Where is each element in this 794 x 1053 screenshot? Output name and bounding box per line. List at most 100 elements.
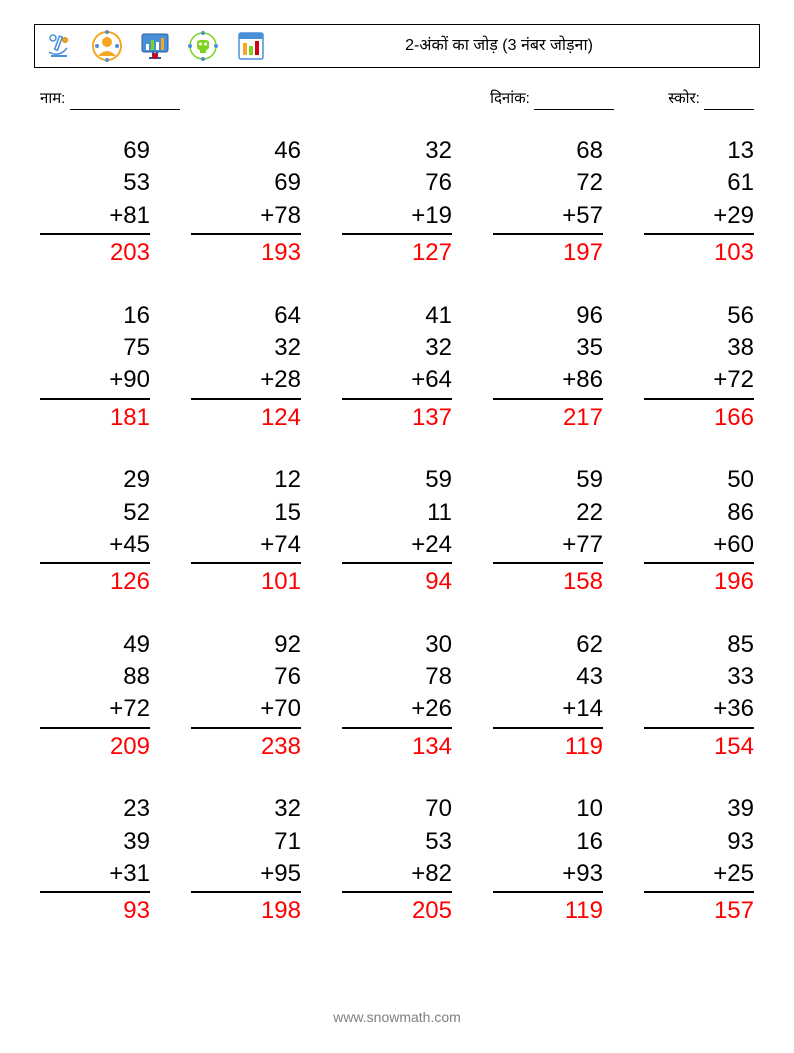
addend-1: 12 [274,466,301,493]
addend-2: 11 [427,499,452,526]
addend-1: 49 [123,631,150,658]
header-icons [43,30,267,62]
name-label: नाम: [40,90,65,107]
addend-2: 43 [576,663,603,690]
addend-2: 93 [727,828,754,855]
answer: 154 [644,731,754,763]
addition-problem: 1215+74101 [191,464,301,599]
date-label: दिनांक: [490,90,530,107]
report-icon [235,30,267,62]
addend-1: 59 [576,466,603,493]
name-field: नाम: [40,90,180,110]
addition-problem: 3276+19127 [342,135,452,270]
addend-3-with-operator: +29 [644,200,754,235]
addition-problem: 7053+82205 [342,793,452,928]
addend-1: 59 [425,466,452,493]
addend-2: 71 [274,828,301,855]
addend-2: 61 [727,169,754,196]
addition-problem: 5911+2494 [342,464,452,599]
answer: 196 [644,566,754,598]
addend-2: 76 [425,169,452,196]
addition-problem: 4669+78193 [191,135,301,270]
meta-row: नाम: दिनांक: स्कोर: [40,90,754,116]
score-label: स्कोर: [668,90,700,107]
addend-1: 10 [576,795,603,822]
addend-1: 92 [274,631,301,658]
addend-2: 39 [123,828,150,855]
addend-2: 16 [576,828,603,855]
addend-2: 75 [123,334,150,361]
answer: 124 [191,402,301,434]
answer: 94 [342,566,452,598]
addition-problem: 2339+3193 [40,793,150,928]
addend-2: 33 [727,663,754,690]
addition-problem: 6953+81203 [40,135,150,270]
answer: 103 [644,237,754,269]
addend-2: 52 [123,499,150,526]
answer: 127 [342,237,452,269]
addition-problem: 64 32 +28124 [191,300,301,435]
answer: 193 [191,237,301,269]
addend-1: 85 [727,631,754,658]
addend-3-with-operator: +81 [40,200,150,235]
addend-2: 86 [727,499,754,526]
addend-2: 53 [123,169,150,196]
date-field: दिनांक: [490,90,614,110]
addition-problem: 5638+72166 [644,300,754,435]
addition-problem: 8533+36154 [644,629,754,764]
addend-3-with-operator: +78 [191,200,301,235]
answer: 119 [493,895,603,927]
addend-2: 15 [274,499,301,526]
addend-3-with-operator: +45 [40,529,150,564]
addend-2: 69 [274,169,301,196]
addend-3-with-operator: +14 [493,693,603,728]
answer: 181 [40,402,150,434]
addend-2: 76 [274,663,301,690]
addend-3-with-operator: +26 [342,693,452,728]
answer: 203 [40,237,150,269]
answer: 134 [342,731,452,763]
score-field: स्कोर: [668,90,754,110]
answer: 217 [493,402,603,434]
addend-1: 56 [727,302,754,329]
addend-2: 88 [123,663,150,690]
addition-problem: 5086+60196 [644,464,754,599]
chart-screen-icon [139,30,171,62]
answer: 101 [191,566,301,598]
answer: 197 [493,237,603,269]
addition-problem: 3993+25157 [644,793,754,928]
addend-1: 64 [274,302,301,329]
addition-problem: 5922+77158 [493,464,603,599]
addition-problem: 3271+95198 [191,793,301,928]
addend-3-with-operator: +60 [644,529,754,564]
date-underline [534,94,614,110]
addend-3-with-operator: +72 [644,364,754,399]
addend-1: 13 [727,137,754,164]
addend-3-with-operator: +70 [191,693,301,728]
addition-problem: 9276+70238 [191,629,301,764]
addition-problem: 16 75 +90181 [40,300,150,435]
problems-grid: 6953+812034669+781933276+191276872+57197… [40,135,754,973]
addend-3-with-operator: +90 [40,364,150,399]
addend-2: 32 [425,334,452,361]
footer-link: www.snowmath.com [0,1009,794,1025]
addend-3-with-operator: +28 [191,364,301,399]
addend-1: 16 [123,302,150,329]
addition-problem: 13 61 +29103 [644,135,754,270]
answer: 157 [644,895,754,927]
addend-2: 53 [425,828,452,855]
addend-1: 23 [123,795,150,822]
addend-1: 32 [274,795,301,822]
addend-1: 41 [425,302,452,329]
addend-1: 30 [425,631,452,658]
addition-problem: 9635+86217 [493,300,603,435]
person-circle-icon [91,30,123,62]
problem-row: 2339+31933271+951987053+822051016+931193… [40,793,754,928]
problem-row: 1675+901816432+281244132+641379635+86217… [40,300,754,435]
answer: 198 [191,895,301,927]
addend-3-with-operator: +82 [342,858,452,893]
addend-2: 32 [274,334,301,361]
addend-2: 38 [727,334,754,361]
addend-3-with-operator: +77 [493,529,603,564]
answer: 93 [40,895,150,927]
